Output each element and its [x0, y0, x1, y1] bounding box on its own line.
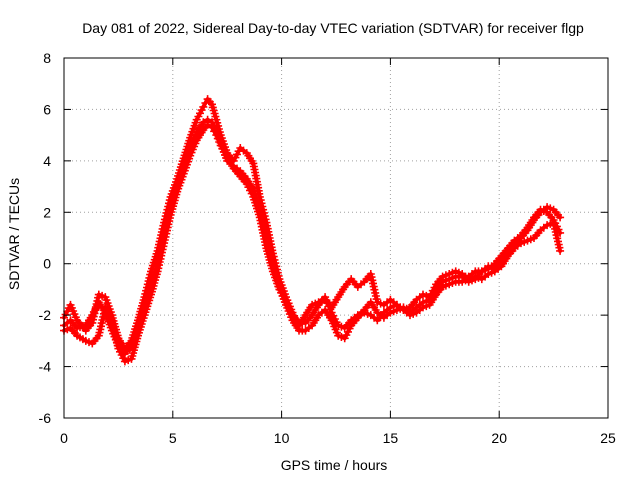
y-tick-label: 4 — [43, 153, 51, 169]
x-tick-label: 5 — [169, 430, 177, 446]
x-tick-label: 10 — [274, 430, 290, 446]
x-tick-label: 0 — [60, 430, 68, 446]
x-tick-label: 25 — [600, 430, 616, 446]
x-axis-title: GPS time / hours — [281, 457, 388, 473]
y-tick-label: -2 — [39, 307, 52, 323]
y-tick-label: 8 — [43, 50, 51, 66]
y-tick-label: 2 — [43, 204, 51, 220]
y-axis-title: SDTVAR / TECUs — [6, 178, 22, 290]
plot-border — [63, 57, 609, 419]
x-tick-label: 15 — [383, 430, 399, 446]
axis-ticks — [63, 57, 609, 419]
y-tick-label: 6 — [43, 101, 51, 117]
y-tick-label: -4 — [39, 359, 52, 375]
y-axis-tick-labels: -6 -4 -2 0 2 4 6 8 — [39, 50, 52, 426]
x-axis-tick-labels: 0 5 10 15 20 25 — [60, 430, 616, 446]
y-tick-label: 0 — [43, 256, 51, 272]
x-tick-label: 20 — [491, 430, 507, 446]
chart-title: Day 081 of 2022, Sidereal Day-to-day VTE… — [82, 20, 584, 36]
y-tick-label: -6 — [39, 410, 52, 426]
